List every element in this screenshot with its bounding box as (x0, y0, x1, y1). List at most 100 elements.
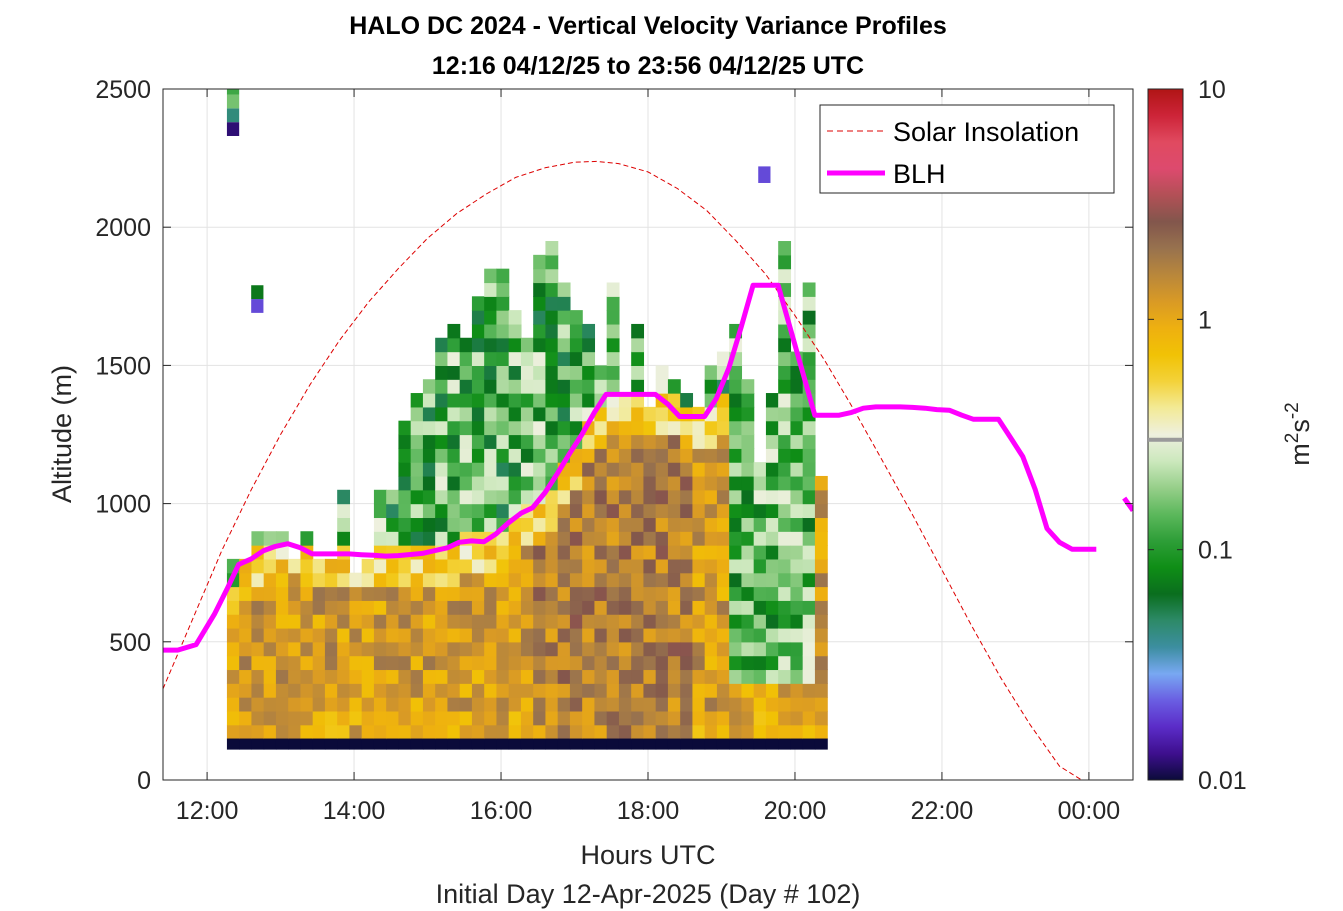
heatmap-cell (802, 420, 816, 436)
heatmap-cell (288, 627, 302, 643)
heatmap-cell (422, 669, 436, 684)
heatmap-cell (582, 365, 596, 380)
heatmap-cell (582, 379, 596, 394)
heatmap-cell (765, 697, 779, 712)
heatmap-cell (582, 489, 596, 505)
heatmap-cell (275, 600, 289, 615)
heatmap-cell (594, 627, 608, 643)
heatmap-cell (533, 462, 547, 477)
heatmap-cell (398, 489, 412, 505)
heatmap-cell (275, 710, 289, 726)
heatmap-cell (557, 586, 571, 601)
heatmap-cell (569, 669, 583, 684)
heatmap-cell (447, 406, 461, 422)
heatmap-cell (643, 614, 657, 629)
heatmap-cell (533, 282, 547, 297)
heatmap-cell (631, 379, 645, 394)
heatmap-cell (606, 627, 620, 643)
heatmap-cell (520, 683, 534, 698)
heatmap-cell (765, 572, 779, 588)
heatmap-cell (692, 517, 706, 532)
heatmap-cell (496, 489, 510, 505)
heatmap-cell (435, 572, 449, 588)
heatmap-cell (508, 724, 522, 740)
heatmap-cell (778, 627, 792, 643)
heatmap-cell (618, 669, 632, 684)
heatmap-cell (569, 489, 583, 505)
heatmap-cell (778, 545, 792, 560)
heatmap-cell (594, 434, 608, 449)
heatmap-cell (606, 503, 620, 519)
heatmap-cell (410, 600, 424, 615)
heatmap-cell (349, 600, 363, 615)
heatmap-cell (606, 669, 620, 684)
heatmap-cell (459, 517, 473, 532)
heatmap-cell (778, 241, 792, 256)
heatmap-cell (753, 586, 767, 601)
heatmap-cell (251, 531, 265, 546)
blh-line (163, 282, 1097, 653)
heatmap-cell (692, 614, 706, 629)
heatmap-cell (790, 710, 804, 726)
heatmap-cell (716, 351, 730, 366)
heatmap-cell (447, 420, 461, 436)
heatmap-cell (582, 558, 596, 574)
heatmap-cell (765, 558, 779, 574)
heatmap-cell (545, 586, 559, 601)
heatmap-cell (802, 724, 816, 740)
heatmap-cell (631, 669, 645, 684)
heatmap-cell (582, 448, 596, 463)
heatmap-cell-low (496, 738, 510, 750)
heatmap-cell (802, 710, 816, 726)
heatmap-cell (680, 503, 694, 519)
heatmap-cell (459, 503, 473, 519)
heatmap-cell (337, 697, 351, 712)
heatmap-cell (753, 669, 767, 684)
heatmap-cell (667, 641, 681, 657)
heatmap-cell (802, 572, 816, 588)
heatmap-cell (790, 614, 804, 629)
heatmap-cell (814, 600, 828, 615)
heatmap-cell (729, 420, 743, 436)
heatmap-cell (300, 724, 314, 740)
heatmap-cell (729, 724, 743, 740)
heatmap-cell (716, 503, 730, 519)
heatmap-cell-isolated (226, 89, 240, 95)
series-lines (163, 160, 1133, 780)
legend-label-solar: Solar Insolation (893, 117, 1079, 147)
heatmap-cell (447, 434, 461, 449)
heatmap-cell (557, 282, 571, 297)
heatmap-cell (435, 669, 449, 684)
heatmap-cell (667, 572, 681, 588)
heatmap-cell (753, 641, 767, 657)
heatmap-cell (337, 614, 351, 629)
heatmap-cell (459, 489, 473, 505)
heatmap-cell-isolated (226, 94, 240, 109)
heatmap-cell (545, 351, 559, 366)
heatmap-cell (716, 614, 730, 629)
heatmap-cell (545, 310, 559, 325)
heatmap-cell (398, 503, 412, 519)
heatmap-cell (594, 517, 608, 532)
heatmap-cell (814, 683, 828, 698)
heatmap-cell (251, 710, 265, 726)
heatmap-cell (361, 572, 375, 588)
heatmap-cell (251, 655, 265, 671)
heatmap-cell (618, 489, 632, 505)
heatmap-cell (643, 434, 657, 449)
heatmap-cell (704, 558, 718, 574)
heatmap-cell (459, 365, 473, 380)
heatmap-cell (667, 655, 681, 671)
heatmap-cell (655, 586, 669, 601)
heatmap-cell (471, 724, 485, 740)
heatmap-cell-low (312, 738, 326, 750)
heatmap-cell (459, 697, 473, 712)
heatmap-cell (471, 614, 485, 629)
heatmap-cell (667, 379, 681, 394)
heatmap-cell (226, 600, 240, 615)
heatmap-cell (765, 600, 779, 615)
heatmap-cell (239, 655, 253, 671)
heatmap-cell (680, 448, 694, 463)
heatmap-cell (790, 503, 804, 519)
